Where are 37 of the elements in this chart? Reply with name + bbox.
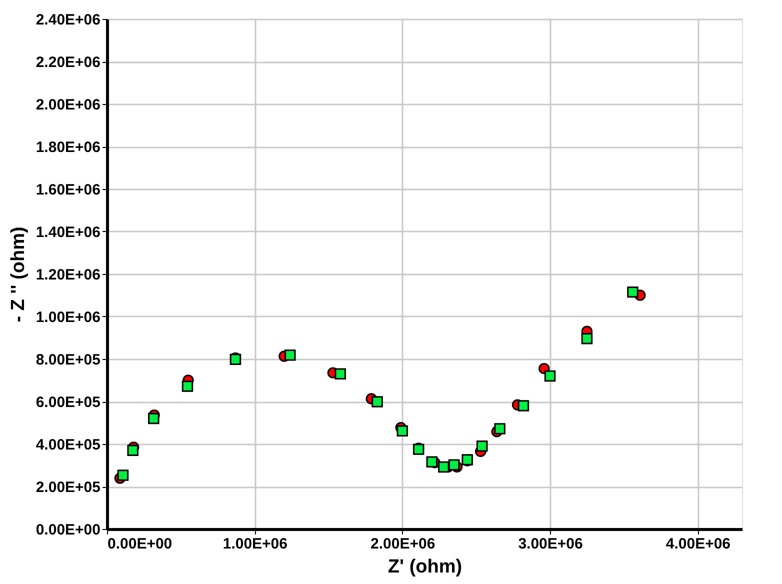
point xyxy=(581,332,593,344)
y-tick-label: 1.00E+06 xyxy=(36,309,100,326)
x-tick-label: 2.00E+06 xyxy=(370,536,436,552)
point xyxy=(182,380,194,392)
point xyxy=(117,470,129,481)
point xyxy=(372,396,383,408)
point xyxy=(438,461,450,473)
point xyxy=(448,459,460,470)
y-tick-label: 2.40E+06 xyxy=(36,12,100,28)
point xyxy=(518,400,530,412)
y-tick-label: 1.40E+06 xyxy=(36,224,100,241)
point xyxy=(284,350,296,361)
point xyxy=(627,286,638,298)
y-tick-label: 1.80E+06 xyxy=(36,139,100,156)
point xyxy=(494,423,506,434)
point xyxy=(334,368,346,380)
x-tick-label: 3.00E+06 xyxy=(518,536,583,552)
point xyxy=(127,444,138,456)
point xyxy=(148,412,160,424)
y-tick-label: 1.20E+06 xyxy=(36,266,100,284)
y-tick-label: 1.60E+06 xyxy=(36,182,100,198)
point xyxy=(544,370,556,382)
y-tick-label: 6.00E+05 xyxy=(36,394,100,411)
y-axis-title: - Z '' (ohm) xyxy=(8,226,29,322)
point xyxy=(476,440,488,452)
y-tick-label: 2.00E+05 xyxy=(36,479,100,496)
y-tick-label: 4.00E+05 xyxy=(36,436,100,454)
point xyxy=(396,425,408,436)
x-tick-label: 0.00E+00 xyxy=(108,536,172,552)
y-tick-label: 8.00E+05 xyxy=(36,352,100,368)
x-tick-label: 1.00E+06 xyxy=(222,536,288,552)
y-tick-label: 2.20E+06 xyxy=(36,54,100,71)
y-tick-label: 0.00E+00 xyxy=(36,522,100,538)
x-tick-label: 4.00E+06 xyxy=(666,536,731,552)
y-tick-label: 2.00E+06 xyxy=(36,96,100,114)
x-axis-title: Z' (ohm) xyxy=(388,556,462,578)
point xyxy=(426,456,438,468)
